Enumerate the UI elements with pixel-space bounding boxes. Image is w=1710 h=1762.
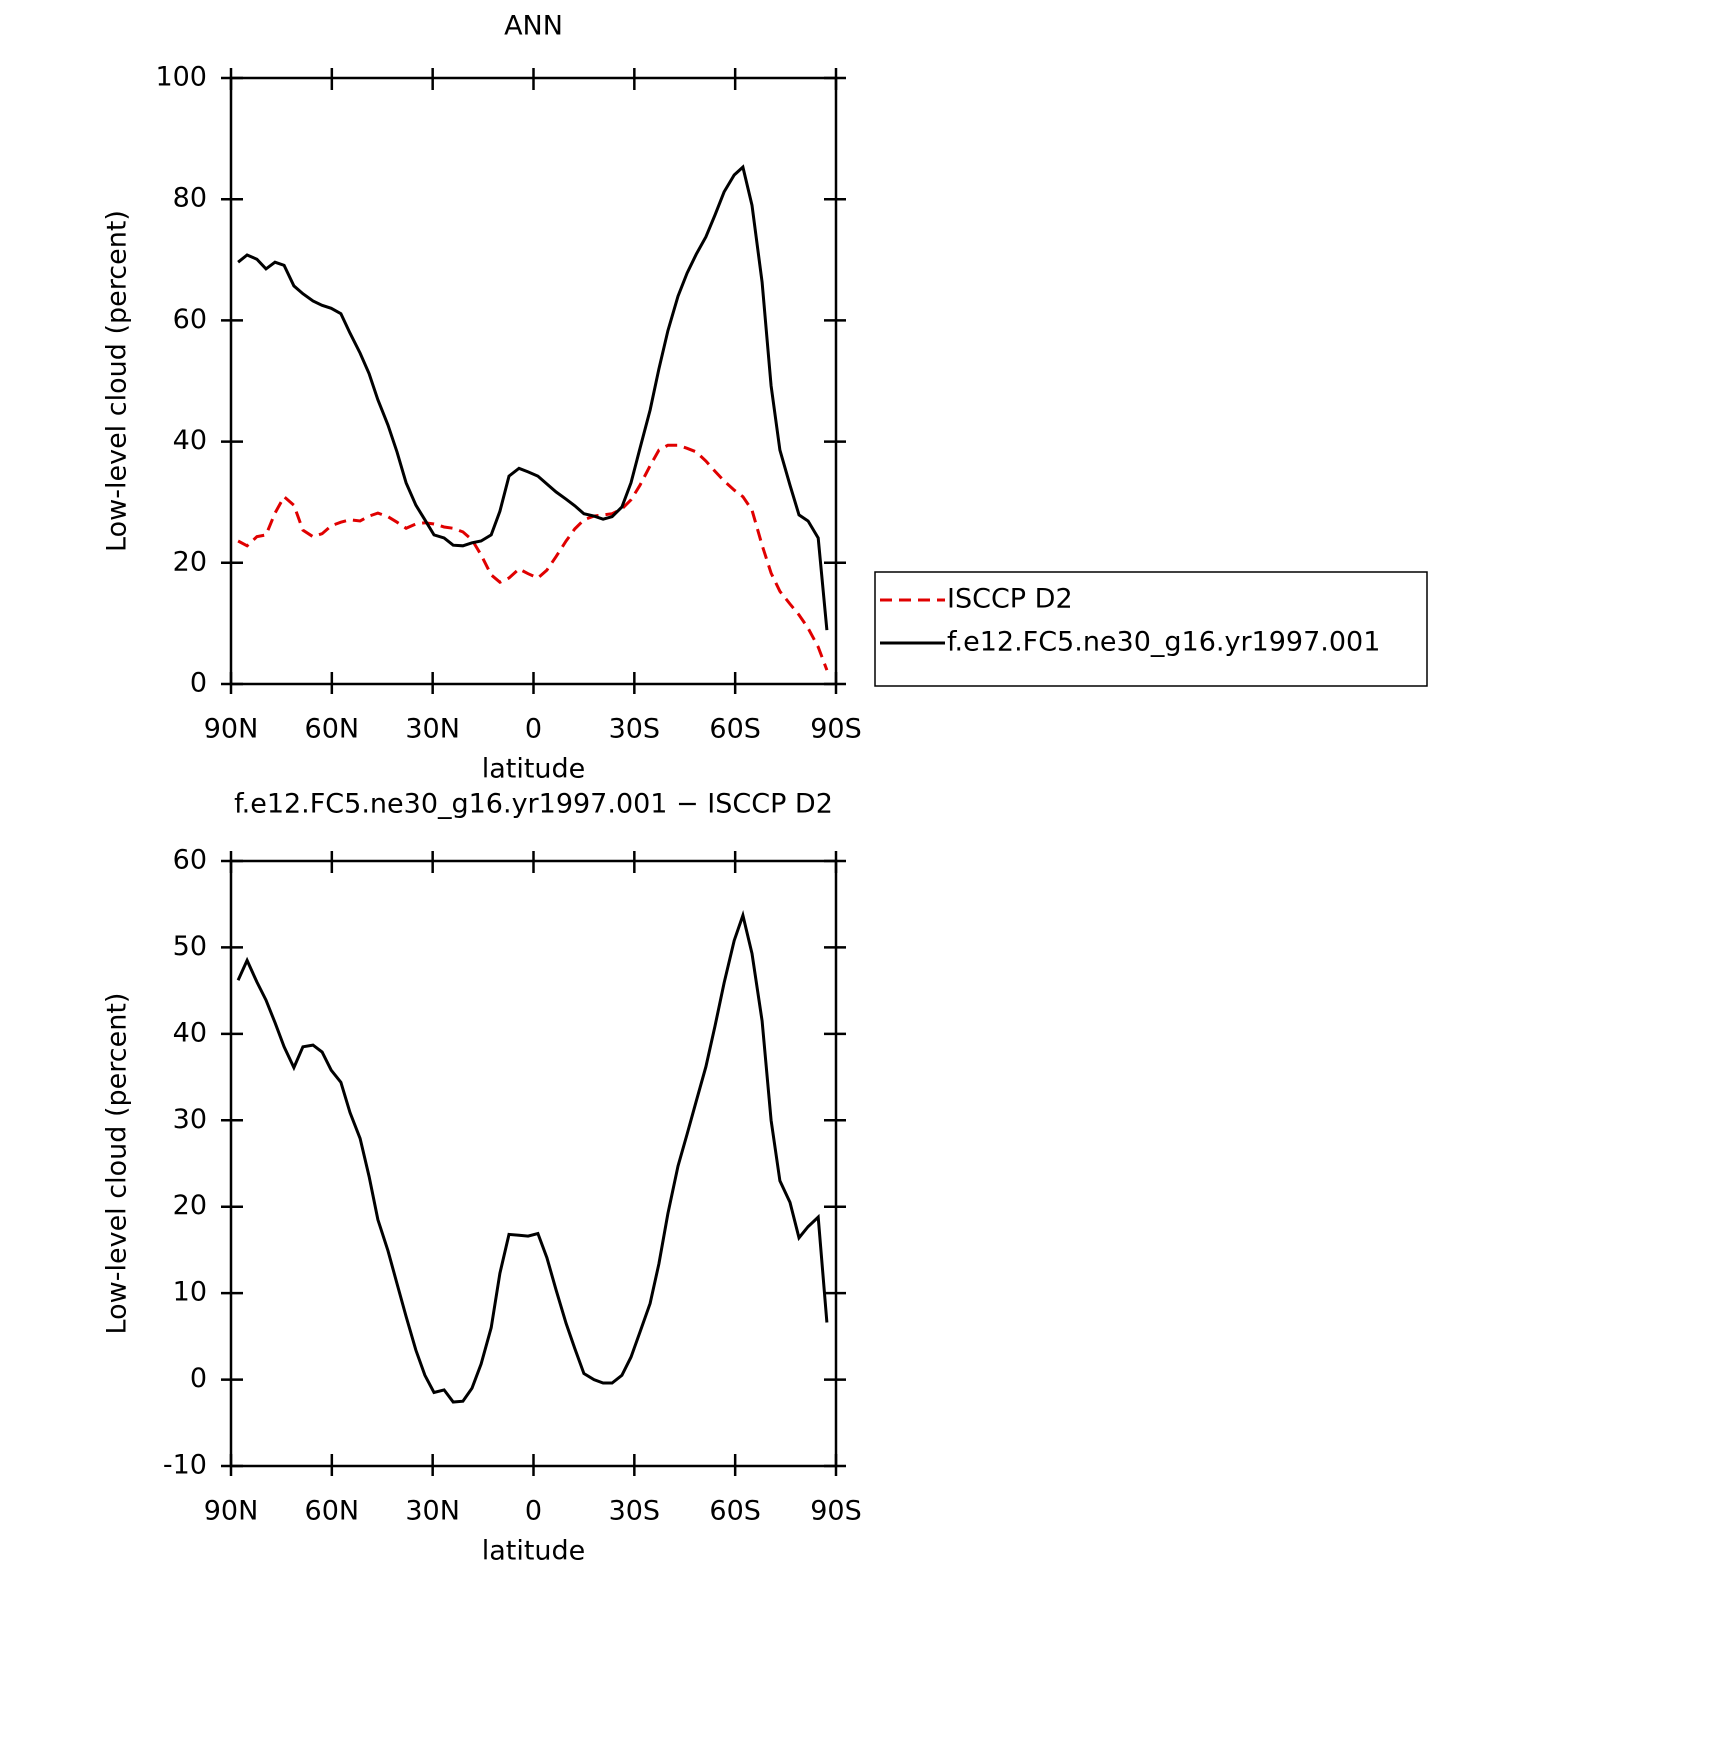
legend-label: ISCCP D2 xyxy=(947,584,1073,615)
y-tick-label: 100 xyxy=(155,62,207,93)
plot-frame xyxy=(229,859,838,1468)
y-axis-label: Low-level cloud (percent) xyxy=(102,993,133,1335)
x-tick-label: 60N xyxy=(305,1496,360,1527)
data-line xyxy=(236,910,829,1404)
y-tick-label: 60 xyxy=(173,845,207,876)
data-line xyxy=(237,164,829,631)
x-tick-label: 30N xyxy=(405,714,460,745)
x-tick-label: 60S xyxy=(709,714,761,745)
legend-box xyxy=(874,571,1428,687)
chart-title: f.e12.FC5.ne30_g16.yr1997.001 − ISCCP D2 xyxy=(234,789,833,820)
chart-title: ANN xyxy=(504,11,563,42)
x-tick-label: 30S xyxy=(609,714,661,745)
y-tick-label: 0 xyxy=(190,668,207,699)
x-tick-label: 90S xyxy=(810,1496,862,1527)
x-axis-label: latitude xyxy=(482,754,586,785)
plot-frame xyxy=(229,76,838,686)
y-tick-label: 60 xyxy=(173,304,207,335)
legend-label: f.e12.FC5.ne30_g16.yr1997.001 xyxy=(947,627,1380,658)
x-axis-label: latitude xyxy=(482,1536,586,1567)
data-line xyxy=(237,443,829,671)
y-tick-label: 0 xyxy=(190,1363,207,1394)
y-tick-label: -10 xyxy=(163,1450,207,1481)
x-tick-label: 60S xyxy=(709,1496,761,1527)
x-tick-label: 60N xyxy=(305,714,360,745)
y-tick-label: 40 xyxy=(173,1017,207,1048)
x-tick-label: 30S xyxy=(609,1496,661,1527)
x-tick-label: 0 xyxy=(525,714,542,745)
y-tick-label: 80 xyxy=(173,183,207,214)
y-axis-label: Low-level cloud (percent) xyxy=(102,210,133,552)
x-tick-label: 90S xyxy=(810,714,862,745)
y-tick-label: 10 xyxy=(173,1277,207,1308)
y-tick-label: 30 xyxy=(173,1104,207,1135)
x-tick-label: 90N xyxy=(204,714,259,745)
y-tick-label: 40 xyxy=(173,425,207,456)
y-tick-label: 20 xyxy=(173,546,207,577)
y-tick-label: 50 xyxy=(173,931,207,962)
x-tick-label: 30N xyxy=(405,1496,460,1527)
x-tick-label: 0 xyxy=(525,1496,542,1527)
y-tick-label: 20 xyxy=(173,1190,207,1221)
x-tick-label: 90N xyxy=(204,1496,259,1527)
